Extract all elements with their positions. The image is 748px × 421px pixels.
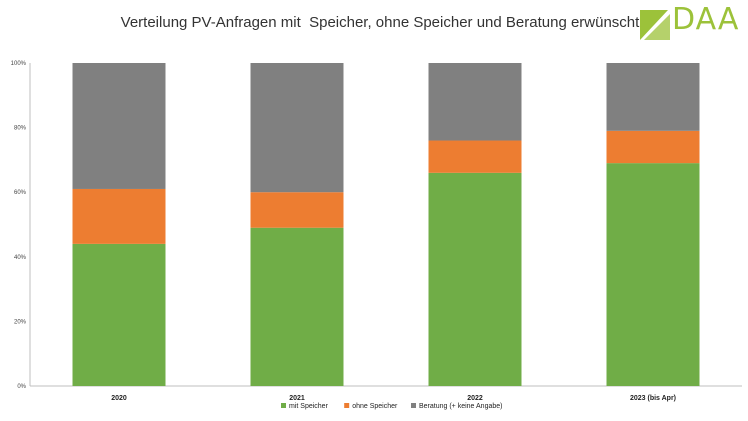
legend-swatch [344, 403, 350, 408]
bar-segment [606, 63, 700, 131]
y-tick-label: 40% [14, 255, 27, 261]
bar-segment [428, 172, 522, 386]
x-category-label: 2020 [111, 395, 127, 402]
legend-swatch [281, 403, 286, 408]
bar-segment [250, 192, 344, 228]
x-category-label: 2021 [289, 395, 305, 402]
bar-segment [606, 130, 700, 164]
y-tick-label: 100% [11, 61, 27, 67]
bar-segment [428, 63, 522, 141]
y-tick-label: 20% [14, 319, 27, 325]
legend-label: mit Speicher [289, 403, 329, 410]
bar-segment [72, 243, 166, 386]
bar-segment [606, 163, 700, 386]
bar-segment [428, 140, 522, 173]
bar-segment [72, 63, 166, 189]
logo-leaf-icon [640, 10, 668, 40]
y-tick-label: 0% [17, 384, 26, 390]
chart-title: Verteilung PV-Anfragen mit Speicher, ohn… [120, 14, 640, 31]
bar-segment [250, 227, 344, 386]
logo-text: DAA [672, 2, 740, 37]
chart-bars [72, 63, 700, 386]
x-category-label: 2022 [467, 395, 483, 402]
y-tick-label: 60% [14, 190, 27, 196]
bar-segment [250, 63, 344, 193]
daa-logo [640, 10, 670, 40]
x-category-label: 2023 (bis Apr) [630, 395, 676, 402]
bar-segment [72, 188, 166, 244]
y-tick-label: 80% [14, 126, 27, 132]
chart-category-labels: 2020 2021 2022 2023 (bis Apr) [111, 395, 676, 402]
chart-legend: mit Speicher ohne Speicher Beratung (+ kei… [281, 403, 502, 410]
legend-label: ohne Speicher [352, 403, 398, 410]
legend-swatch [411, 403, 416, 408]
legend-label: Beratung (+ keine Angabe) [419, 403, 502, 410]
